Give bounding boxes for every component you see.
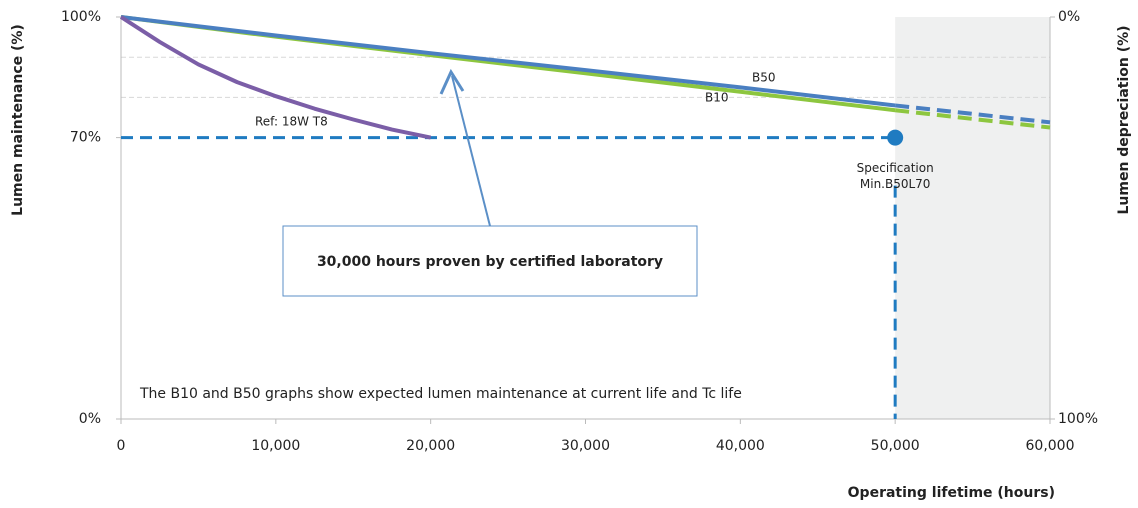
series-label: B10	[705, 91, 729, 105]
y-tick-label: 0%	[79, 411, 101, 427]
callout-box	[282, 225, 698, 297]
y2-axis-title: Lumen depreciation (%)	[1116, 25, 1132, 214]
x-tick-label: 20,000	[406, 438, 455, 454]
series-line-projected	[894, 108, 1051, 130]
x-tick-label: 40,000	[716, 438, 765, 454]
x-tick-label: 50,000	[871, 438, 920, 454]
series-label: B50	[752, 71, 776, 85]
x-tick-label: 10,000	[251, 438, 300, 454]
x-tick-label: 60,000	[1026, 438, 1075, 454]
note: The B10 and B50 graphs show expected lum…	[139, 386, 742, 402]
x-axis-title: Operating lifetime (hours)	[848, 485, 1055, 501]
series-line	[119, 15, 432, 140]
series-line-projected	[894, 103, 1051, 125]
callout-arrowhead	[439, 68, 465, 95]
spec-label: Specification	[857, 161, 934, 175]
y-tick-label: 100%	[61, 9, 101, 25]
y2-tick-label: 100%	[1058, 411, 1098, 427]
callout-text: 30,000 hours proven by certified laborat…	[317, 254, 663, 270]
spec-label: Min.B50L70	[860, 177, 931, 191]
y-axis-title: Lumen maintenance (%)	[10, 24, 26, 216]
callout-arrow	[451, 75, 491, 227]
series-line	[120, 15, 896, 108]
x-tick-label: 30,000	[561, 438, 610, 454]
y-tick-label: 70%	[70, 130, 101, 146]
series-label: Ref: 18W T8	[255, 115, 328, 129]
projection-area	[895, 17, 1050, 419]
x-tick-label: 0	[117, 438, 126, 454]
y2-tick-label: 0%	[1058, 9, 1080, 25]
spec-point	[887, 129, 904, 146]
